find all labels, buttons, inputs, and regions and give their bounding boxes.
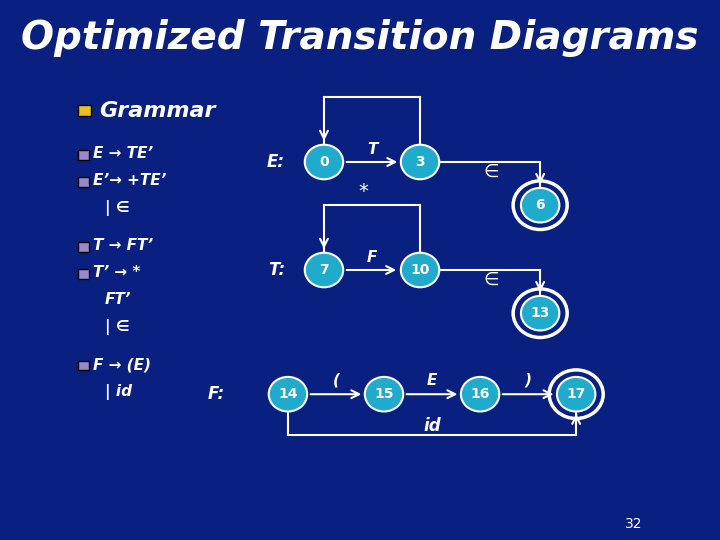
Circle shape <box>305 145 343 179</box>
Text: 16: 16 <box>470 387 490 401</box>
Text: id: id <box>423 416 441 435</box>
Text: ∈: ∈ <box>483 271 499 289</box>
Text: 14: 14 <box>278 387 297 401</box>
Text: F: F <box>366 250 377 265</box>
Text: | id: | id <box>105 383 132 400</box>
Text: 3: 3 <box>415 155 425 169</box>
Text: 13: 13 <box>531 306 550 320</box>
Text: (: ( <box>333 373 340 388</box>
Text: | ∈: | ∈ <box>105 319 130 335</box>
Text: E’→ +TE’: E’→ +TE’ <box>94 173 167 188</box>
Text: Optimized Transition Diagrams: Optimized Transition Diagrams <box>22 19 698 57</box>
Text: ): ) <box>525 373 531 388</box>
Text: 6: 6 <box>536 198 545 212</box>
Text: T: T <box>366 142 377 157</box>
Text: E:: E: <box>267 153 285 171</box>
Text: 15: 15 <box>374 387 394 401</box>
Text: | ∈: | ∈ <box>105 200 130 216</box>
Text: FT’: FT’ <box>105 292 131 307</box>
Circle shape <box>557 377 595 411</box>
Circle shape <box>269 377 307 411</box>
Text: T → FT’: T → FT’ <box>94 238 153 253</box>
Circle shape <box>365 377 403 411</box>
Text: ∈: ∈ <box>483 163 499 181</box>
Text: T’ → *: T’ → * <box>94 265 140 280</box>
Circle shape <box>521 296 559 330</box>
FancyBboxPatch shape <box>78 361 89 370</box>
Text: 17: 17 <box>567 387 586 401</box>
FancyBboxPatch shape <box>78 150 89 160</box>
FancyBboxPatch shape <box>78 177 89 187</box>
Circle shape <box>305 253 343 287</box>
Text: 0: 0 <box>319 155 329 169</box>
FancyBboxPatch shape <box>78 105 91 116</box>
Text: T:: T: <box>268 261 285 279</box>
Circle shape <box>401 253 439 287</box>
FancyBboxPatch shape <box>78 269 89 279</box>
Text: *: * <box>358 182 368 201</box>
Text: E: E <box>427 373 437 388</box>
FancyBboxPatch shape <box>78 242 89 252</box>
Text: F:: F: <box>208 385 225 403</box>
Text: E → TE’: E → TE’ <box>94 146 153 161</box>
Text: Grammar: Grammar <box>99 100 215 121</box>
Circle shape <box>401 145 439 179</box>
Text: 7: 7 <box>319 263 329 277</box>
Text: F → (E): F → (E) <box>94 357 151 372</box>
Circle shape <box>461 377 499 411</box>
Circle shape <box>521 188 559 222</box>
Text: 32: 32 <box>625 517 642 531</box>
Text: 10: 10 <box>410 263 430 277</box>
